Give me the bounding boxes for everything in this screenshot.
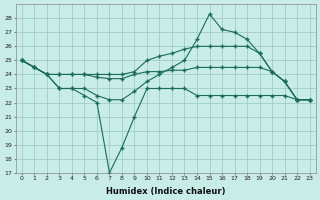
X-axis label: Humidex (Indice chaleur): Humidex (Indice chaleur) [106,187,226,196]
